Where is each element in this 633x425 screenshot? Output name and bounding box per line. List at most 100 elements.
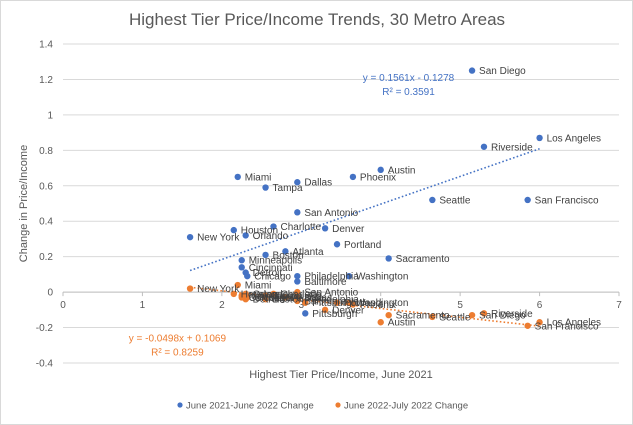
data-point [377,166,384,174]
data-label: Atlanta [292,247,324,258]
y-tick-label: 1.2 [39,75,53,86]
data-point [429,196,436,204]
data-label: Orlando [253,289,289,300]
data-label: Minneapolis [249,256,302,267]
data-label: Pittsburgh [312,309,357,320]
trendline-equation-series-2: y = -0.0498x + 0.1069 [129,334,227,345]
x-tick-label: 0 [60,300,66,311]
x-axis-label: Highest Tier Price/Income, June 2021 [249,369,432,381]
y-tick-label: 0.8 [39,146,53,157]
data-point [385,255,392,262]
data-label: Miami [245,281,272,292]
data-point [333,241,341,248]
data-label: Baltimore [304,277,347,288]
data-label: Portland [344,240,381,251]
y-tick-label: -0.2 [36,323,54,334]
y-tick-label: 0.6 [39,181,53,192]
data-point [270,290,277,298]
data-label: Phoenix [360,300,396,311]
data-point [468,311,476,319]
data-label: Atlanta [292,293,324,304]
data-point [244,294,251,301]
data-label: San Antonio [304,208,358,219]
data-point [536,319,543,326]
data-point [385,311,392,319]
data-label: Pittsburgh [312,298,357,309]
legend-marker [177,402,183,408]
data-point [186,233,194,241]
data-point [270,223,277,230]
data-points [186,67,543,329]
data-label: Denver [332,224,365,235]
trendline-r-squared-series-1: R² = 0.3591 [382,87,435,98]
data-point [294,272,301,280]
x-tick-label: 4 [378,300,384,311]
data-point [468,67,476,74]
data-label: Los Angeles [547,133,602,144]
data-point [262,184,269,191]
data-label: Baltimore [304,296,347,307]
legend-entry: June 2021-June 2022 Change [186,401,314,412]
x-tick-label: 2 [219,300,225,311]
legend-marker [335,402,341,408]
data-point [242,232,249,239]
data-label: Phoenix [360,172,396,183]
data-label: Orlando [253,231,289,242]
y-tick-label: 0 [47,288,53,299]
data-label: Charlotte [280,289,321,300]
data-label: Chicago [254,272,291,283]
data-label: Houston [241,226,278,237]
data-label: Minneapolis [249,291,302,302]
data-point [238,264,245,271]
data-label: Detroit [253,295,283,306]
data-point [524,196,531,204]
chart-title: Highest Tier Price/Income Trends, 30 Met… [129,10,505,29]
data-label: Washington [356,272,408,283]
data-label: Austin [388,318,416,329]
data-label: Sacramento [396,254,450,265]
data-point [234,173,241,181]
data-point [282,294,289,301]
data-label: Seattle [439,195,471,206]
data-label: Houston [241,289,278,300]
data-label: Miami [245,172,272,183]
data-point [302,299,309,306]
data-point [294,278,301,285]
y-tick-label: 1 [47,110,53,121]
data-label: Tampa [273,291,303,302]
data-point [302,310,309,317]
data-label: Tampa [273,183,303,194]
data-point [294,179,301,186]
y-tick-label: -0.4 [36,359,54,370]
trendline-series-1 [189,148,540,272]
data-label: Philadelphia [304,295,359,306]
data-label: New York [197,233,240,244]
data-label: Riverside [491,309,533,320]
data-label: Cincinnati [249,263,293,274]
data-label: San Diego [479,66,526,77]
data-point [429,313,436,321]
x-tick-label: 7 [616,300,622,311]
data-label: Dallas [304,293,332,304]
y-tick-label: 0.2 [39,252,53,263]
trendlines [189,148,540,327]
data-labels: San Diego Los Angeles Riverside San Francis… [197,66,601,332]
data-point [294,297,301,305]
trendline-series-2 [189,286,540,327]
trendline-equation-series-1: y = 0.1561x - 0.1278 [363,73,455,84]
data-label: Portland [344,298,381,309]
data-label: San Francisco [535,195,599,206]
data-point [349,173,357,181]
data-point [321,306,329,314]
data-point [282,248,289,255]
y-axis-label: Change in Price/Income [18,145,30,262]
x-tick-label: 3 [299,300,305,311]
data-point [294,209,301,216]
data-point [345,299,353,306]
data-point [480,143,488,150]
data-point [345,272,353,280]
data-point [480,310,488,317]
data-point [377,319,384,326]
